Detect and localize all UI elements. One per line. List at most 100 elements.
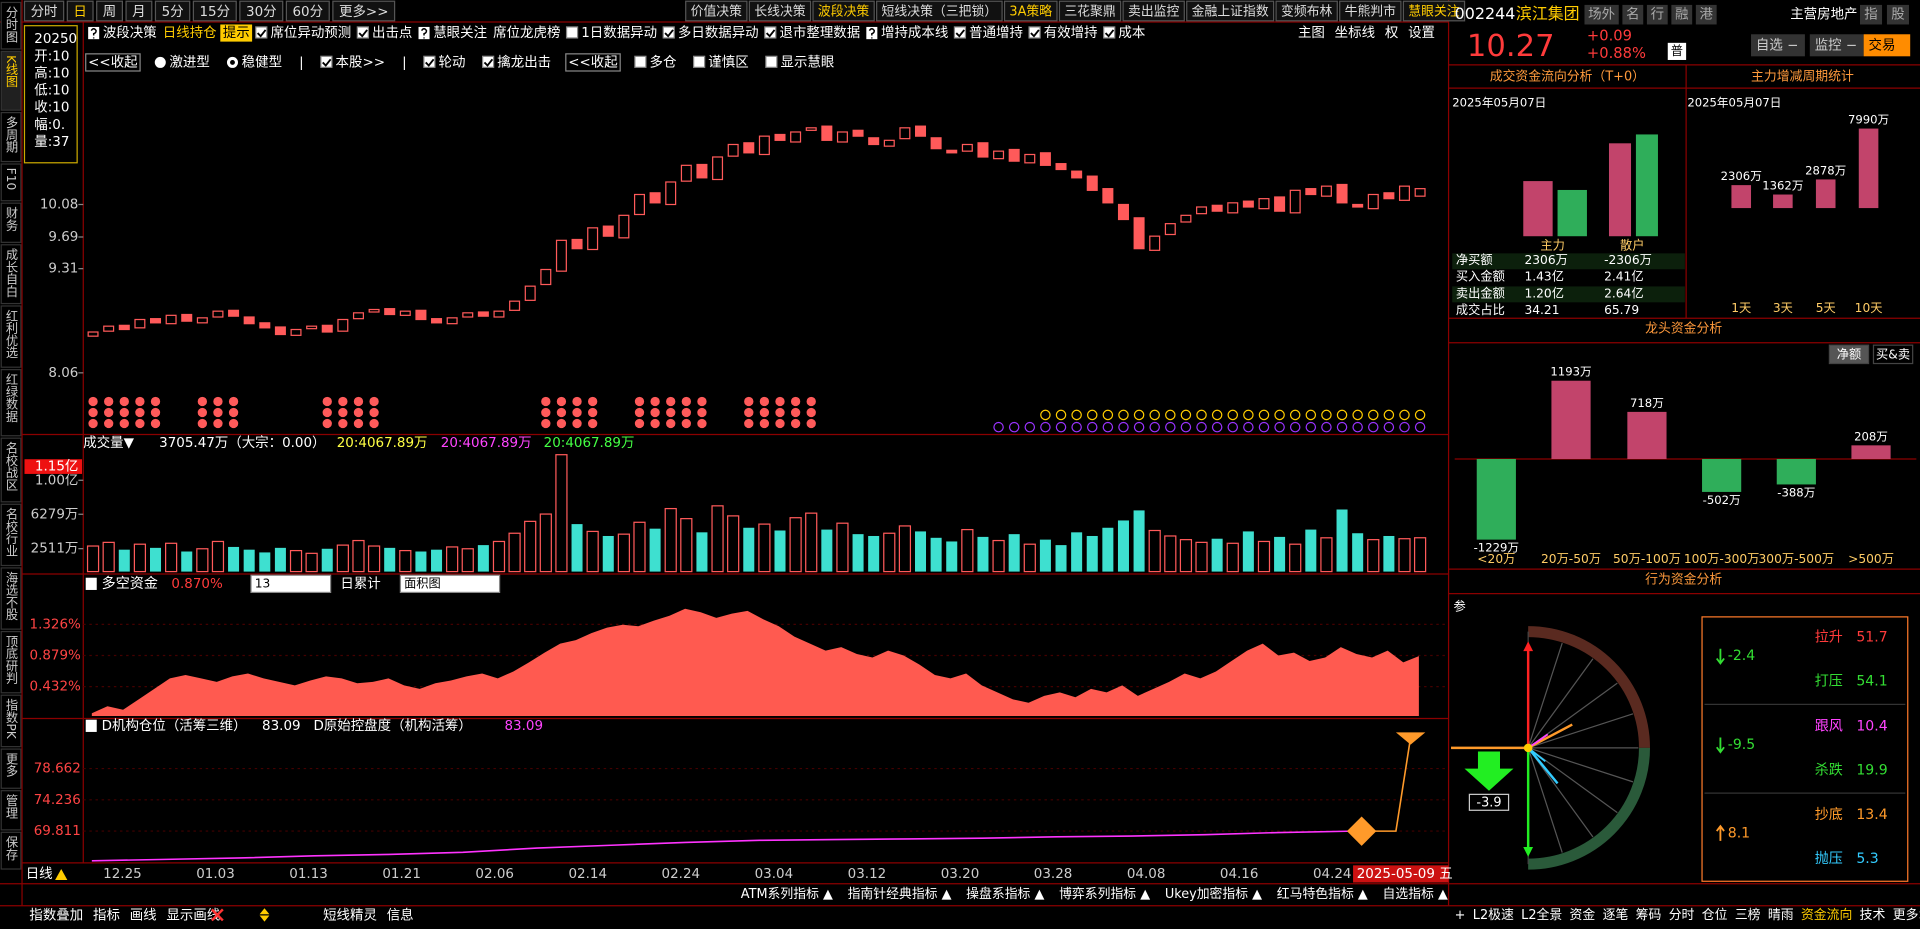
side-tab-label[interactable]: 成长自白	[4, 248, 18, 297]
strategy-label[interactable]: 短线决策（三把锁）	[882, 4, 998, 20]
strategy-button[interactable]	[1275, 0, 1338, 22]
side-tab-label[interactable]: 管理	[4, 793, 18, 819]
option-label[interactable]: 增持成本线	[881, 25, 948, 41]
bottom-tab[interactable]: 资金	[1570, 907, 1596, 923]
option-label[interactable]: 日线持仓	[163, 25, 217, 41]
option-label[interactable]: 慧眼关注	[433, 25, 487, 41]
checkbox[interactable]	[481, 55, 495, 68]
option-label[interactable]: <<收起	[88, 54, 138, 70]
tag[interactable]	[1622, 4, 1644, 25]
indicator-menu[interactable]: 操盘系指标 ▲	[966, 886, 1044, 902]
strategy-button[interactable]	[748, 0, 812, 22]
option-label[interactable]: 出击点	[372, 25, 412, 41]
leader-tab[interactable]	[1828, 344, 1870, 365]
side-tab[interactable]	[0, 694, 22, 748]
bottom-tab[interactable]: 技术	[1860, 908, 1886, 923]
strategy-button[interactable]	[1402, 0, 1466, 22]
select-value[interactable]: 13	[255, 576, 271, 590]
strategy-label[interactable]: 长线决策	[754, 4, 806, 20]
side-tab-label[interactable]: 多周期	[4, 116, 18, 153]
side-tab[interactable]	[0, 790, 22, 831]
side-tab[interactable]	[0, 1, 22, 50]
strategy-button[interactable]	[685, 0, 748, 22]
tag-label[interactable]: 港	[1700, 7, 1714, 23]
strategy-label[interactable]: 价值决策	[691, 4, 743, 20]
strategy-label[interactable]: 慧眼关注	[1408, 4, 1460, 20]
side-tab-label[interactable]: 顶底研判	[4, 635, 18, 684]
option-label[interactable]: 提示	[223, 25, 250, 41]
option-label[interactable]: 擒龙出击	[497, 53, 551, 70]
period-button[interactable]	[154, 0, 191, 22]
bottom-tab[interactable]: 三榜	[1735, 907, 1761, 923]
period-label[interactable]: 周	[103, 5, 116, 20]
option-box[interactable]	[85, 53, 141, 72]
tag-label[interactable]: 名	[1626, 7, 1639, 23]
side-tab-label[interactable]: 更多	[4, 753, 18, 778]
strategy-label[interactable]: 3A策略	[1009, 4, 1052, 20]
side-tab-label[interactable]: 红利优选	[4, 308, 18, 359]
period-button[interactable]	[332, 0, 396, 22]
option-box[interactable]	[220, 24, 253, 42]
option-label[interactable]: 席位异动预测	[270, 25, 351, 41]
tag-label[interactable]: 指	[1864, 7, 1877, 23]
period-button[interactable]	[239, 0, 284, 22]
tag[interactable]	[1584, 4, 1619, 25]
indicator-menu[interactable]: ATM系列指标 ▲	[741, 887, 833, 902]
bottom-tab[interactable]: 资金流向	[1801, 907, 1852, 923]
period-button[interactable]	[96, 0, 124, 22]
bottom-tab[interactable]: +	[1455, 908, 1466, 923]
side-tab[interactable]	[0, 748, 22, 789]
bottom-tab[interactable]: 分时	[1669, 908, 1695, 923]
checkbox[interactable]	[764, 26, 777, 39]
bottom-tab[interactable]: 筹码	[1636, 907, 1662, 923]
side-tab[interactable]	[0, 111, 22, 163]
tag-label[interactable]: 股	[1891, 8, 1904, 23]
chart-menu[interactable]: 设置	[1408, 25, 1435, 41]
action-button[interactable]	[1863, 34, 1911, 57]
side-tab[interactable]	[0, 831, 22, 870]
side-tab[interactable]	[0, 369, 22, 437]
bottom-tab[interactable]: L2全景	[1521, 907, 1562, 923]
chart-menu[interactable]: 权	[1385, 24, 1399, 41]
side-tab-label[interactable]: 海选不股	[4, 570, 18, 621]
side-tab[interactable]	[0, 163, 22, 202]
period-label[interactable]: 更多>>	[339, 3, 388, 20]
side-tab[interactable]	[0, 202, 22, 243]
strategy-button[interactable]	[1339, 0, 1402, 22]
option-label[interactable]: 普通增持	[969, 25, 1023, 41]
strategy-label[interactable]: 牛熊判市	[1345, 4, 1397, 20]
option-label[interactable]: 成本	[1118, 25, 1145, 41]
select[interactable]	[399, 574, 501, 594]
option-label[interactable]: 席位龙虎榜	[493, 24, 560, 41]
side-tab-label[interactable]: 名校战区	[4, 441, 18, 491]
option-label[interactable]: 本股>>	[336, 54, 385, 70]
strategy-button[interactable]	[1122, 0, 1185, 22]
indicator-menu[interactable]: 指南针经典指标 ▲	[848, 886, 952, 902]
option-box[interactable]	[565, 53, 621, 72]
side-tab-label[interactable]: 名校行业	[4, 507, 18, 557]
strategy-button[interactable]	[1186, 0, 1275, 22]
chart-menu[interactable]: 坐标线	[1335, 25, 1375, 41]
tag[interactable]	[1695, 4, 1717, 25]
tag-label[interactable]: 场外	[1588, 7, 1615, 23]
action-label[interactable]: 监控 −	[1815, 37, 1857, 53]
strategy-label[interactable]: 三花聚鼎	[1064, 4, 1115, 20]
option-label[interactable]: 激进型	[169, 54, 209, 70]
option-label[interactable]: 退市整理数据	[779, 24, 860, 41]
option-label[interactable]: 谨慎区	[708, 54, 748, 70]
indicator-menu[interactable]: 红马特色指标 ▲	[1277, 886, 1368, 902]
tag[interactable]	[1860, 4, 1883, 25]
bottom-tab[interactable]: L2极速	[1473, 908, 1514, 923]
strategy-button[interactable]	[1003, 0, 1058, 22]
option-label[interactable]: |	[299, 55, 304, 70]
checkbox[interactable]	[1103, 26, 1116, 39]
leader-tab-label[interactable]: 净额	[1837, 347, 1861, 361]
option-label[interactable]: 有效增持	[1044, 25, 1098, 41]
tag-label[interactable]: 融	[1675, 7, 1688, 23]
checkbox[interactable]	[693, 55, 706, 68]
option-label[interactable]: |	[402, 55, 407, 70]
indicator-menu[interactable]: 博弈系列指标 ▲	[1059, 886, 1150, 902]
side-tab-label[interactable]: 指数PK	[4, 698, 18, 740]
option-label[interactable]: 显示慧眼	[781, 54, 835, 70]
side-tab[interactable]	[0, 567, 22, 630]
